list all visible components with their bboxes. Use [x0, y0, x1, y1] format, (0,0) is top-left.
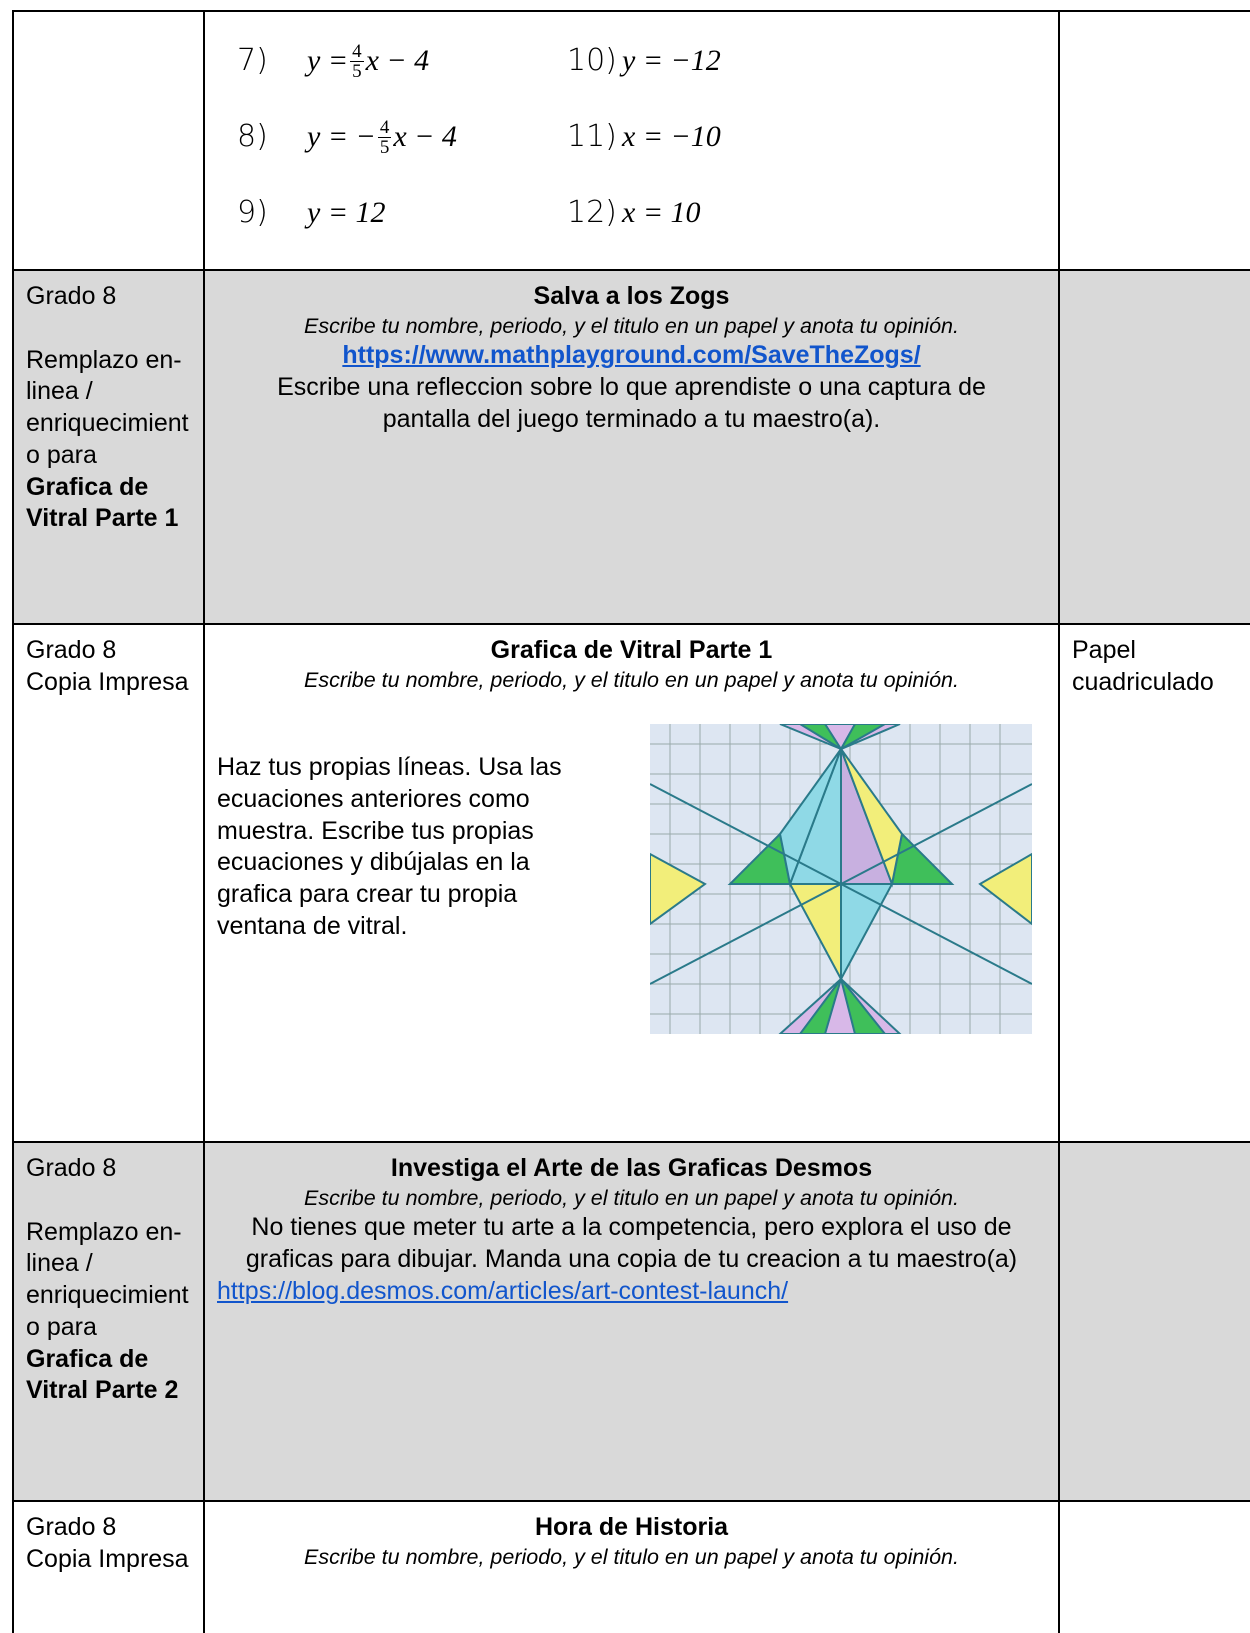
equation-number: 7)	[237, 42, 268, 78]
cell: Papel cuadriculado	[1058, 623, 1250, 1143]
equation: 8) y = −4 5 x − 4	[237, 106, 567, 168]
cell: Investiga el Arte de las Graficas Desmos…	[203, 1141, 1060, 1502]
cell	[1058, 10, 1250, 271]
equation-number: 9)	[237, 194, 268, 230]
cell	[12, 10, 205, 271]
cell	[1058, 1500, 1250, 1633]
numerator: 4	[350, 40, 364, 62]
note: Remplazo en-linea / enriquecimiento para	[26, 345, 189, 469]
activity-title: Grafica de Vitral Parte 1	[490, 636, 773, 664]
link[interactable]: https://www.mathplayground.com/SaveTheZo…	[342, 341, 921, 370]
activity-title: Hora de Historia	[534, 1513, 729, 1541]
denominator: 5	[379, 136, 390, 158]
unit: Grafica de Vitral Parte 2	[26, 1344, 179, 1405]
activity-title: Salva a los Zogs	[533, 282, 730, 310]
activity-row: Grado 8 Copia Impresa Grafica de Vitral P…	[12, 623, 1250, 1143]
equation-text: x − 4	[393, 119, 457, 153]
cell: Grafica de Vitral Parte 1 Escribe tu nomb…	[203, 623, 1060, 1143]
body-text: Escribe una refleccion sobre lo que apre…	[277, 372, 986, 433]
format: Copia Impresa	[26, 1544, 189, 1573]
equation-number: 11)	[567, 118, 617, 154]
instructions: Escribe tu nombre, periodo, y el titulo …	[304, 1544, 959, 1569]
denominator: 5	[352, 60, 362, 82]
cell: Salva a los Zogs Escribe tu nombre, perio…	[203, 269, 1060, 625]
instructions: Escribe tu nombre, periodo, y el titulo …	[304, 313, 959, 338]
cell: Grado 8 Remplazo en-linea / enriquecimien…	[12, 269, 205, 625]
equation-text: y = −	[307, 119, 376, 153]
equation: 10) y = −12	[567, 30, 867, 92]
activity-row: Grado 8 Remplazo en-linea / enriquecimien…	[12, 1141, 1250, 1502]
instructions: Escribe tu nombre, periodo, y el titulo …	[304, 1185, 959, 1210]
instructions: Escribe tu nombre, periodo, y el titulo …	[304, 667, 959, 692]
equation: 9) y = 12	[237, 182, 567, 244]
body-text: Haz tus propias líneas. Usa las ecuacion…	[217, 753, 562, 940]
equation-text: y = −12	[622, 43, 721, 77]
unit: Grafica de Vitral Parte 1	[26, 472, 179, 533]
cell: Hora de Historia Escribe tu nombre, perio…	[203, 1500, 1060, 1633]
link[interactable]: https://blog.desmos.com/articles/art-con…	[217, 1276, 789, 1305]
equation-text: y = 12	[307, 195, 386, 229]
equation-text: x = 10	[622, 195, 701, 229]
body-text: No tienes que meter tu arte a la compete…	[245, 1213, 1018, 1273]
activity-row: Grado 8 Copia Impresa Hora de Historia Esc…	[12, 1500, 1250, 1633]
grade: Grado 8	[26, 282, 117, 310]
cell: Grado 8 Copia Impresa	[12, 1500, 205, 1633]
cell: Grado 8 Copia Impresa	[12, 623, 205, 1143]
equation-text: y =	[307, 43, 349, 77]
cell	[1058, 1141, 1250, 1502]
equation-text: x − 4	[365, 43, 430, 77]
cell: Grado 8 Remplazo en-linea / enriquecimien…	[12, 1141, 205, 1502]
activity-row: Grado 8 Remplazo en-linea / enriquecimien…	[12, 269, 1250, 625]
activity-title: Investiga el Arte de las Graficas Desmos	[390, 1154, 873, 1182]
format: Copia Impresa	[26, 667, 189, 696]
numerator: 4	[377, 116, 392, 138]
equation-number: 8)	[237, 118, 268, 154]
equation: 11) x = −10	[567, 106, 867, 168]
grade: Grado 8	[26, 1154, 117, 1182]
equation-number: 10)	[567, 42, 617, 78]
stained-glass-image	[650, 724, 1032, 1035]
equation-text: x = −10	[622, 119, 721, 153]
equation: 12) x = 10	[567, 182, 867, 244]
note: Remplazo en-linea / enriquecimiento para	[26, 1217, 189, 1341]
materials: Papel cuadriculado	[1072, 636, 1214, 696]
cell	[1058, 269, 1250, 625]
content: Haz tus propias líneas. Usa las ecuacion…	[217, 724, 1046, 1035]
equation-number: 12)	[567, 194, 617, 230]
grade: Grado 8	[26, 1513, 117, 1541]
grade: Grado 8	[26, 636, 117, 664]
